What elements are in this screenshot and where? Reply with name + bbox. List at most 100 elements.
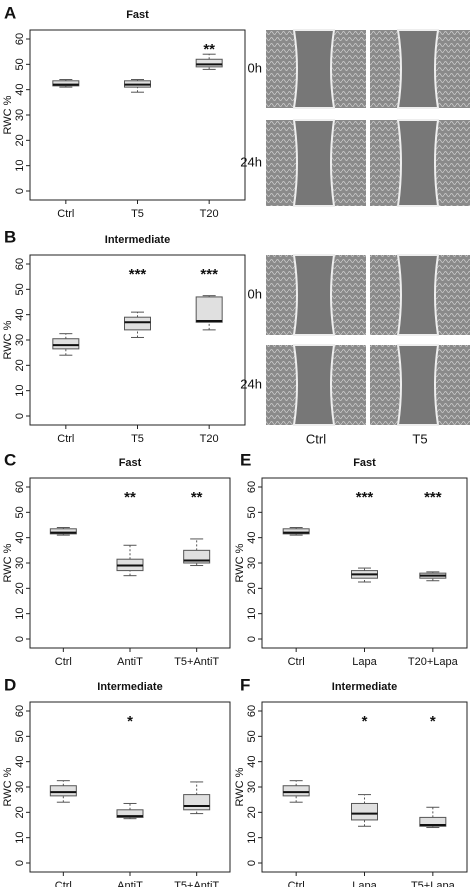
- column-label: Ctrl: [306, 431, 326, 446]
- panel-letter: F: [240, 675, 250, 694]
- panel-letter: A: [4, 3, 16, 22]
- box: [183, 794, 211, 811]
- y-tick-label: 50: [14, 58, 26, 70]
- y-tick-label: 50: [246, 506, 258, 518]
- significance: **: [203, 41, 215, 58]
- y-tick-label: 50: [246, 730, 258, 742]
- y-tick-label: 0: [14, 188, 26, 194]
- panel-title: Fast: [126, 9, 149, 21]
- box: [419, 816, 447, 827]
- y-tick-label: 60: [14, 33, 26, 45]
- y-tick-label: 0: [14, 413, 26, 419]
- column-label: T5: [412, 431, 427, 446]
- y-tick-label: 50: [14, 506, 26, 518]
- significance: ***: [356, 489, 374, 506]
- y-tick-label: 10: [246, 832, 258, 844]
- significance: ***: [200, 266, 218, 283]
- panel-title: Intermediate: [97, 681, 162, 693]
- y-tick-label: 20: [14, 806, 26, 818]
- panel-letter: E: [240, 450, 251, 469]
- x-tick-label: T5+AntiT: [174, 656, 219, 668]
- x-tick-label: T5: [131, 433, 144, 445]
- wound-area: [292, 29, 336, 109]
- micrograph: [266, 344, 366, 426]
- row-label: 24h: [240, 376, 262, 391]
- row-label: 0h: [248, 286, 262, 301]
- y-tick-label: 10: [14, 608, 26, 620]
- y-tick-label: 0: [14, 860, 26, 866]
- y-tick-label: 60: [14, 705, 26, 717]
- row-label: 24h: [240, 154, 262, 169]
- significance: *: [362, 713, 368, 730]
- x-tick-label: Ctrl: [57, 433, 74, 445]
- y-tick-label: 0: [246, 636, 258, 642]
- x-tick-label: T20+Lapa: [408, 656, 459, 668]
- micrographs: [266, 29, 470, 426]
- box: [49, 785, 77, 797]
- x-tick-label: Ctrl: [57, 208, 74, 220]
- box: [195, 58, 223, 68]
- micrograph: [266, 119, 366, 207]
- micrograph: [370, 29, 470, 109]
- x-tick-label: T5+AntiT: [174, 880, 219, 887]
- box: [52, 338, 80, 350]
- y-axis-label: RWC %: [2, 320, 14, 359]
- micrograph: [266, 29, 366, 109]
- x-tick-label: Ctrl: [55, 880, 72, 887]
- panel-title: Fast: [353, 457, 376, 469]
- wound-area: [396, 344, 440, 426]
- y-tick-label: 30: [14, 334, 26, 346]
- wound-area: [292, 254, 336, 336]
- box: [124, 316, 151, 331]
- wound-area: [396, 29, 440, 109]
- y-tick-label: 30: [246, 557, 258, 569]
- significance: **: [124, 489, 136, 506]
- panel-title: Fast: [119, 457, 142, 469]
- box: [351, 802, 378, 821]
- significance: *: [430, 713, 436, 730]
- x-tick-label: Ctrl: [55, 656, 72, 668]
- x-tick-label: T5+Lapa: [411, 880, 456, 887]
- wound-area: [292, 344, 336, 426]
- panel-title: Intermediate: [332, 681, 397, 693]
- wound-area: [396, 119, 440, 207]
- y-tick-label: 0: [246, 860, 258, 866]
- row-label: 0h: [248, 60, 262, 75]
- y-tick-label: 30: [14, 557, 26, 569]
- x-tick-label: Ctrl: [288, 656, 305, 668]
- y-tick-label: 10: [246, 608, 258, 620]
- x-tick-label: Lapa: [352, 656, 377, 668]
- micrograph: [370, 254, 470, 336]
- y-tick-label: 40: [14, 84, 26, 96]
- wound-area: [292, 119, 336, 207]
- y-tick-label: 40: [246, 756, 258, 768]
- y-tick-label: 20: [246, 806, 258, 818]
- wound-area: [396, 254, 440, 336]
- x-tick-label: T20: [200, 208, 219, 220]
- significance: **: [191, 489, 203, 506]
- y-tick-label: 50: [14, 730, 26, 742]
- micrograph: [370, 344, 470, 426]
- y-tick-label: 20: [14, 359, 26, 371]
- box: [52, 80, 80, 87]
- y-tick-label: 10: [14, 385, 26, 397]
- panel-title: Intermediate: [105, 234, 170, 246]
- y-tick-label: 0: [14, 636, 26, 642]
- y-tick-label: 60: [14, 481, 26, 493]
- y-axis-label: RWC %: [234, 543, 246, 582]
- y-tick-label: 20: [14, 582, 26, 594]
- y-tick-label: 40: [246, 532, 258, 544]
- micrograph: [266, 254, 366, 336]
- x-tick-label: Ctrl: [288, 880, 305, 887]
- box: [282, 785, 310, 797]
- significance: ***: [129, 266, 147, 283]
- y-tick-label: 40: [14, 756, 26, 768]
- x-tick-label: T5: [131, 208, 144, 220]
- y-tick-label: 30: [14, 781, 26, 793]
- y-tick-label: 50: [14, 283, 26, 295]
- y-axis-label: RWC %: [2, 95, 14, 134]
- box: [195, 296, 223, 323]
- x-tick-label: T20: [200, 433, 219, 445]
- y-tick-label: 10: [14, 832, 26, 844]
